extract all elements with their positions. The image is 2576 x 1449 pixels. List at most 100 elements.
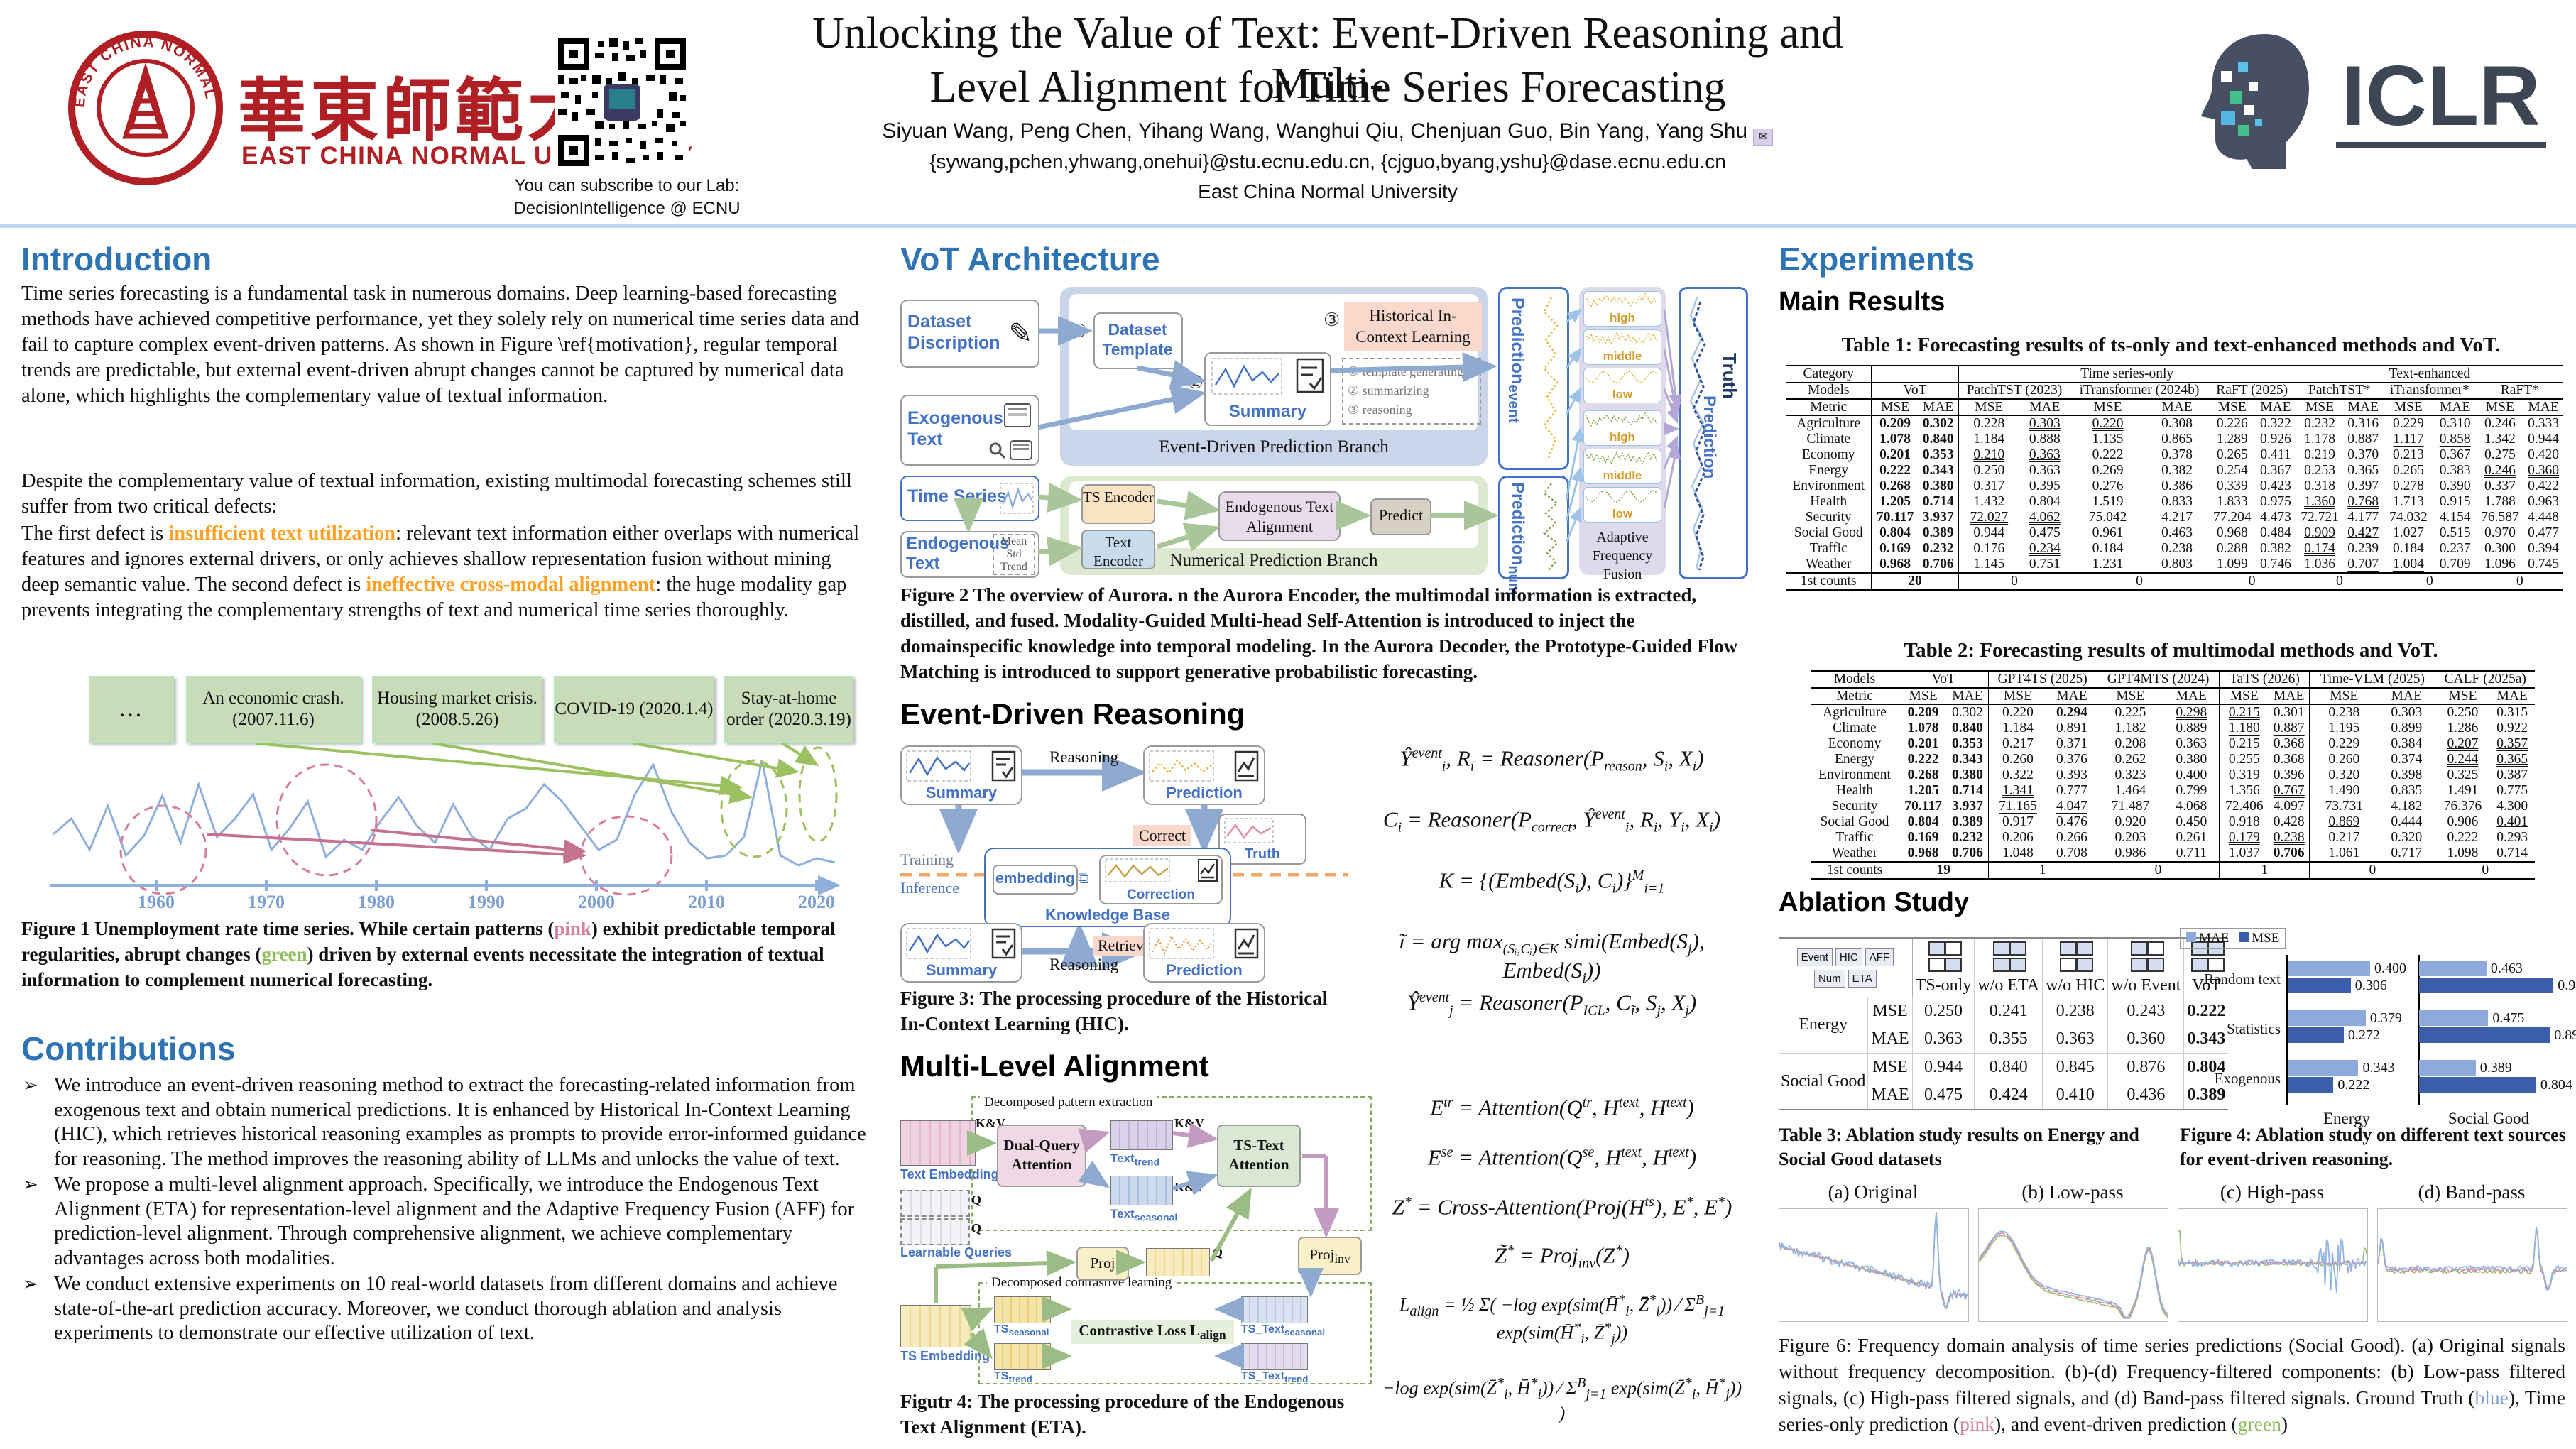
counts-value: 19 [1898,861,1989,879]
table-cell: 0.357 [2489,736,2535,752]
band-label: middle [1603,349,1642,363]
table-cell: 0.215 [2219,704,2269,721]
ts-trend-label: TStrend [994,1370,1032,1385]
text-segment: : relevant text information either overl… [21,523,860,596]
table-cell: 0.384 [2391,736,2423,751]
text-segment: : the huge modality gap prevents integra… [21,574,847,621]
comment-icon [1010,440,1032,460]
panel-axis [2286,955,2288,1105]
group-name: Social Good [1779,1053,1869,1110]
config-square [1993,941,2011,956]
table-cell: 0.246 [2484,416,2516,431]
dataset-name: Social Good [1794,525,1863,540]
table-cell: 0.315 [2496,705,2528,720]
table-cell: 0.917 [1987,814,2048,830]
metric-value: 0.201 [1907,736,1939,751]
dataset-name: Environment [1792,479,1865,493]
q-label-2: Q [971,1221,982,1235]
ablation-cell: 0.876 [2107,1053,2184,1081]
metric-value: 72.027 [1970,510,2009,525]
table-cell: 0.288 [2216,541,2248,556]
table-cell: 0.174 [2295,541,2344,557]
table-cell: 71.487 [2096,799,2164,814]
figure6-panel-title: (b) Low-pass [2021,1181,2124,1203]
counts-value: 0 [2435,861,2535,879]
table-cell: 0.201 [1871,447,1919,463]
learnable-query-grid-1 [900,1190,970,1217]
dataset-name: Climate [1806,432,1851,447]
metric-value: 0.353 [1951,736,1983,751]
step2-badge: ② [1187,372,1204,393]
table-cell: 0.393 [2056,767,2087,782]
table-cell: 0.209 [1898,704,1948,721]
mla-equations: Etr = Attention(Qtr, Htext, Htext) Ese = … [1377,1095,1747,1443]
table-cell: 0.365 [2489,752,2535,767]
counts-value: 1 [1987,861,2097,879]
metric-value: 4.062 [2029,510,2061,525]
edr-equation: K = {(Embed(Si), Ci)}Mi=1 [1439,868,1665,897]
metric-value: 1.205 [1907,783,1939,798]
table-cell: 0.463 [2161,525,2193,540]
summary-sparkline-icon [1211,358,1282,395]
dataset-description-label: Dataset Discription [907,312,1000,353]
prediction-num-label: Predictionnum [1505,482,1527,596]
table-cell: 1.078 [1898,721,1948,736]
tst-seasonal-label: TS_Textseasonal [1241,1323,1326,1338]
contrastive-loss-label: Contrastive Loss Lalign [1071,1320,1234,1345]
table-cell: 0.360 [2523,463,2563,479]
category-label: Random text [2204,970,2281,988]
aff-bands: high middle low high middle low [1583,291,1661,525]
kv-label-2: K&V [1174,1116,1204,1130]
bar-value: 0.804 [2540,1077,2572,1093]
table-cell: 0.226 [2216,416,2248,431]
figure4-barchart: MAE MSE Energy Random text 0.400 0.306 Statist… [2180,928,2576,1127]
table-cell: 0.353 [1919,447,1958,463]
ablation-cell: 0.250 [1911,997,1975,1025]
metric-name: MAE [2378,688,2435,705]
figure1-axis-tick: 1970 [248,892,285,912]
bar-value: 0.923 [2558,978,2576,993]
dataset-name: Climate [1833,721,1877,736]
band-label: middle [1603,469,1642,482]
table-cell: 1.490 [2309,783,2379,799]
mla-equation: Ese = Attention(Qse, Htext, Htext) [1427,1144,1697,1170]
table-cell: 0.746 [2260,557,2291,572]
ablation-cell: 0.360 [2107,1025,2184,1054]
stats-note-line: Mean [1000,535,1027,547]
dataset-name: Social Good [1820,814,1889,829]
table-cell: 0.225 [2096,704,2164,721]
metric-name: MAE [1918,399,1959,416]
table-cell: 0.322 [1987,767,2048,783]
figure6-panel [2178,1208,2368,1322]
contribution-item: ➢ We introduce an event-driven reasoning … [21,1073,868,1171]
endogenous-text-label: Endogenous Text [906,534,1010,573]
table-cell: 0.714 [1919,494,1958,510]
dataset-name: Agriculture [1796,416,1861,431]
table-cell: 0.804 [1898,814,1948,830]
figure1-event-boxes: ... An economic crash. (2007.11.6) Housing… [21,676,856,743]
figure1-axis-tick: 1990 [468,892,505,912]
table-cell: 0.209 [1871,415,1919,432]
band-sparkline [1585,490,1657,503]
config-square [2060,958,2078,972]
table-cell: 0.840 [1919,432,1958,447]
figure6-panel-title: (a) Original [1828,1181,1919,1203]
metric-value: 0.343 [1922,463,1954,478]
dataset-name: Security [1831,799,1878,814]
table-cell: 0.887 [2269,721,2310,736]
table-cell: 72.721 [2295,510,2344,525]
table-cell: 3.937 [1919,510,1958,525]
ablation-table: Event HIC AFF Num ETA TS-only w/o ETA w/o HIC w/… [1779,937,2229,1110]
metric-name: MAE [2343,399,2384,416]
counts-value: 0 [2309,861,2435,879]
table-cell: 0.222 [2092,447,2124,462]
metric-name: MAE [2523,399,2563,416]
intro-heading: Introduction [21,241,212,278]
figure3-hic: Summary Reasoning Prediction Correct Tru… [900,743,1348,983]
figure1-axis-tick: 2020 [798,892,835,912]
data-row: Agriculture 0.209 0.302 0.228 0.303 0.220 0.30… [1786,415,2563,432]
metric-name: MAE [2047,688,2097,705]
bar-mae [2419,961,2487,976]
hic-prediction-top: Prediction [1143,745,1265,805]
time-series-label: Time Series [907,486,1007,506]
